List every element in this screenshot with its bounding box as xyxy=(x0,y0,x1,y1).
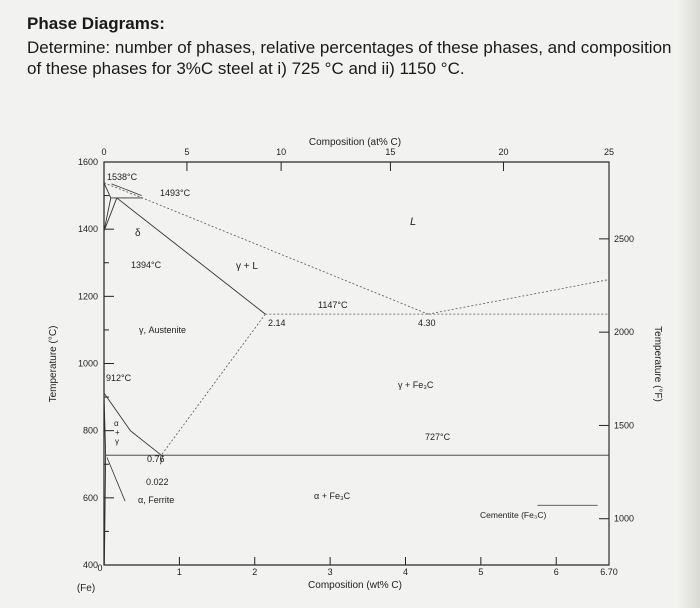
label-alpha-fe3c: α + Fe₃C xyxy=(314,491,351,501)
page-title: Phase Diagrams: xyxy=(27,14,165,33)
photo-edge-shading xyxy=(678,0,700,608)
top-tick-label: 10 xyxy=(276,147,286,157)
label-0-022: 0.022 xyxy=(146,477,169,487)
bottom-origin-label: (Fe) xyxy=(77,583,95,594)
bottom-tick-label: 6 xyxy=(554,567,559,577)
label-gamma-fe3c: γ + Fe₃C xyxy=(398,380,434,390)
label-alpha-gamma-plus: + xyxy=(115,428,120,437)
right-tick-label: 1000 xyxy=(614,514,634,524)
left-tick-label: 400 xyxy=(83,560,98,570)
left-tick-label: 1600 xyxy=(78,157,98,167)
label-727: 727°C xyxy=(425,432,451,442)
bottom-axis-title: Composition (wt% C) xyxy=(308,580,402,591)
liquidus-right-line xyxy=(428,279,610,315)
left-tick-label: 800 xyxy=(83,426,98,436)
solidus-line xyxy=(116,197,266,315)
top-axis-title: Composition (at% C) xyxy=(309,137,401,148)
label-1394: 1394°C xyxy=(131,260,162,270)
bottom-tick-label: 1 xyxy=(177,567,182,577)
top-tick-label: 15 xyxy=(385,147,395,157)
right-tick-label: 2500 xyxy=(614,234,634,244)
bottom-axis-ticks: 0 1 2 3 4 5 6 6.70 xyxy=(97,557,618,577)
right-tick-label: 2000 xyxy=(614,327,634,337)
label-1538: 1538°C xyxy=(107,172,138,182)
label-alpha-gamma-g: γ xyxy=(115,437,119,446)
delta-liquidus-line xyxy=(103,182,112,199)
phase-boundaries xyxy=(103,162,610,566)
bottom-tick-label: 0 xyxy=(97,563,102,573)
top-tick-label: 25 xyxy=(604,147,614,157)
left-tick-label: 1000 xyxy=(78,359,98,369)
right-tick-label: 1500 xyxy=(614,420,634,430)
header: Phase Diagrams: Determine: number of pha… xyxy=(27,14,687,79)
alpha-gamma-line xyxy=(103,393,107,456)
bottom-tick-label: 3 xyxy=(328,567,333,577)
right-axis-ticks: 2500 2000 1500 1000 xyxy=(599,234,634,524)
leader-1493 xyxy=(111,183,142,196)
label-1493: 1493°C xyxy=(160,188,191,198)
left-tick-label: 1400 xyxy=(78,224,98,234)
left-axis-title: Temperature (°C) xyxy=(48,326,59,403)
acm-line xyxy=(160,313,266,456)
top-axis-ticks: 0 5 10 15 20 25 xyxy=(101,147,614,171)
label-0-76: 0.76 xyxy=(147,454,165,464)
label-gamma-L: γ + L xyxy=(236,261,258,272)
a3-line xyxy=(103,392,162,456)
liquidus-left-line xyxy=(103,182,429,315)
label-2-14: 2.14 xyxy=(268,318,286,328)
plot-frame xyxy=(103,161,610,566)
left-tick-label: 1200 xyxy=(78,291,98,301)
bottom-tick-label: 2 xyxy=(252,567,257,577)
ferrite-solvus-line xyxy=(103,455,107,566)
label-alpha-gamma-a: α xyxy=(114,419,119,428)
bottom-tick-label: 5 xyxy=(478,567,483,577)
delta-gamma-line xyxy=(103,197,118,232)
top-tick-label: 0 xyxy=(101,147,106,157)
leader-0022 xyxy=(106,457,126,502)
label-ferrite: α, Ferrite xyxy=(138,495,174,505)
leader-076 xyxy=(160,455,164,465)
delta-solvus-line xyxy=(103,197,112,232)
top-tick-label: 20 xyxy=(498,147,508,157)
label-912: 912°C xyxy=(106,373,132,383)
label-cementite: Cementite (Fe₃C) xyxy=(480,510,546,520)
label-4-30: 4.30 xyxy=(418,318,436,328)
label-1147: 1147°C xyxy=(318,300,348,310)
bottom-tick-label: 6.70 xyxy=(600,567,618,577)
label-austenite: γ, Austenite xyxy=(139,325,186,335)
question-text: Determine: number of phases, relative pe… xyxy=(27,38,672,78)
left-tick-label: 600 xyxy=(83,493,98,503)
label-liquid: L xyxy=(410,216,416,228)
label-delta: δ xyxy=(135,228,141,239)
top-tick-label: 5 xyxy=(184,147,189,157)
right-axis-title: Temperature (°F) xyxy=(652,326,663,402)
bottom-tick-label: 4 xyxy=(403,567,408,577)
